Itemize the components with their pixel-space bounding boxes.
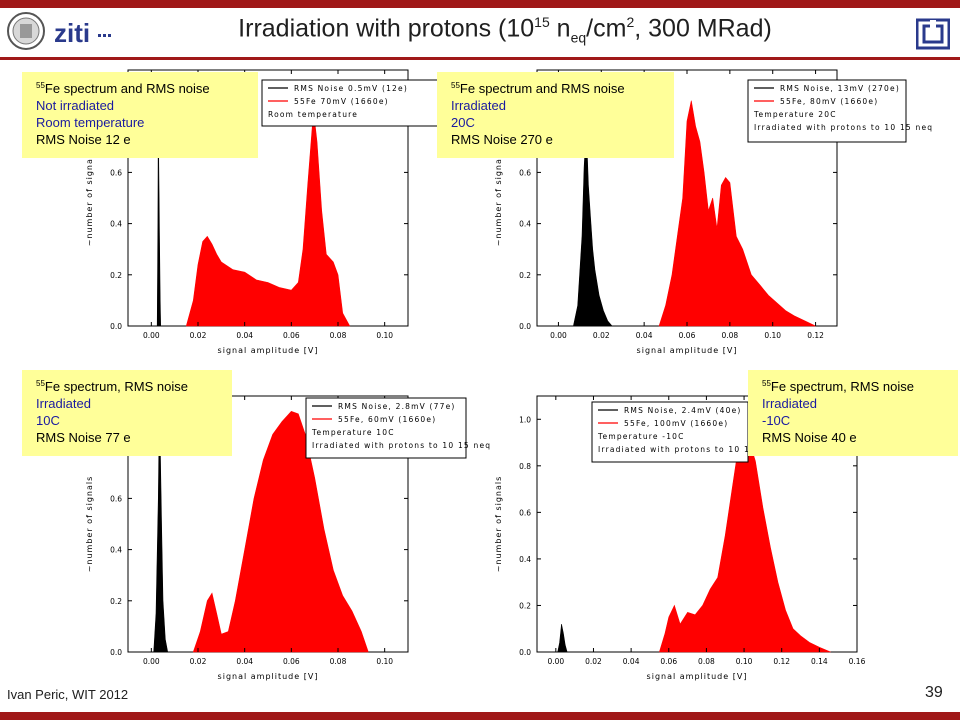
series-area-fe55 — [658, 100, 816, 327]
y-tick-label: 0.6 — [519, 508, 531, 517]
y-tick-label: 0.0 — [110, 648, 122, 657]
chart-4: 0.00 0.02 0.04 0.06 0.08 0.10 0.12 0.14 0.16 0.0 0… — [494, 395, 866, 681]
y-tick-label: 1.0 — [519, 415, 531, 424]
x-tick-label: 0.06 — [283, 657, 300, 666]
series-area-noise — [557, 624, 568, 653]
ziti-logo: ziti — [54, 18, 111, 48]
y-tick-label: 0.6 — [110, 168, 122, 177]
x-tick-label: 0.12 — [807, 331, 824, 340]
y-tick-label: 0.6 — [110, 494, 122, 503]
legend-entry: Irradiated with protons to 10 15 neq — [598, 445, 777, 454]
x-tick-label: 0.00 — [547, 657, 564, 666]
chart-1: 0.000.020.040.060.080.100.00.20.40.60.8s… — [85, 69, 463, 355]
note-not-irradiated: 55Fe spectrum and RMS noise Not irradiat… — [22, 72, 258, 158]
legend-entry: Irradiated with protons to 10 15 neq — [754, 123, 933, 132]
y-tick-label: 0.6 — [519, 168, 531, 177]
y-axis-label: ~number of signals — [85, 150, 94, 247]
legend-entry: RMS Noise, 2.4mV (40e) — [624, 406, 742, 415]
chart-2: 0.00 0.02 0.04 0.06 0.08 0.10 0.12 0.0 0.2 0.4 0.6… — [494, 69, 933, 355]
y-tick-label: 0.0 — [519, 648, 531, 657]
x-tick-label: 0.16 — [849, 657, 866, 666]
x-axis-label: signal amplitude [V] — [218, 672, 319, 681]
x-tick-label: 0.08 — [722, 331, 739, 340]
legend-box — [305, 397, 467, 459]
legend-entry: Room temperature — [268, 110, 358, 119]
x-tick-label: 0.02 — [585, 657, 602, 666]
x-tick-label: 0.06 — [283, 331, 300, 340]
x-tick-label: 0.02 — [593, 331, 610, 340]
y-tick-label: 0.2 — [110, 597, 122, 606]
y-tick-label: 0.8 — [519, 462, 531, 471]
x-tick-label: 0.10 — [376, 657, 393, 666]
note-irradiated-20c: 55Fe spectrum and RMS noise Irradiated 2… — [437, 72, 674, 158]
legend-entry: 55Fe 70mV (1660e) — [294, 97, 389, 106]
x-tick-label: 0.02 — [190, 331, 207, 340]
series-area-fe55 — [185, 120, 351, 327]
series-area-fe55 — [192, 411, 369, 653]
legend-entry: Irradiated with protons to 10 15 neq — [312, 441, 491, 450]
series-area-noise — [153, 395, 169, 653]
legend-entry: Temperature 10C — [311, 428, 395, 437]
y-axis-label: ~number of signals — [85, 476, 94, 573]
y-tick-label: 0.2 — [519, 601, 531, 610]
x-tick-label: 0.06 — [679, 331, 696, 340]
x-axis-label: signal amplitude [V] — [637, 346, 738, 355]
y-tick-label: 0.2 — [519, 271, 531, 280]
series-area-noise — [156, 108, 162, 327]
y-tick-label: 0.4 — [519, 555, 531, 564]
note-irradiated-10c: 55Fe spectrum, RMS noise Irradiated 10C … — [22, 370, 232, 456]
y-axis-label: ~number of signals — [494, 476, 503, 573]
x-tick-label: 0.00 — [143, 657, 160, 666]
y-tick-label: 0.2 — [110, 271, 122, 280]
y-tick-label: 0.4 — [519, 220, 531, 229]
footer-author: Ivan Peric, WIT 2012 — [7, 687, 129, 702]
bottom-accent-bar — [0, 712, 960, 720]
slide-title: Irradiation with protons (1015 neq/cm2, … — [238, 14, 772, 46]
legend-box — [261, 79, 463, 127]
chart-3: 0.000.020.040.060.080.100.00.20.40.60.8s… — [85, 395, 491, 681]
x-tick-label: 0.08 — [330, 331, 347, 340]
svg-text:ziti: ziti — [54, 18, 90, 48]
series-area-noise — [573, 126, 613, 327]
legend-entry: 55Fe, 60mV (1660e) — [338, 415, 436, 424]
x-tick-label: 0.02 — [190, 657, 207, 666]
x-tick-label: 0.10 — [736, 657, 753, 666]
legend-entry: RMS Noise, 2.8mV (77e) — [338, 402, 456, 411]
x-axis-label: signal amplitude [V] — [218, 346, 319, 355]
x-tick-label: 0.10 — [764, 331, 781, 340]
note-irradiated-minus10c: 55Fe spectrum, RMS noise Irradiated -10C… — [748, 370, 958, 456]
institute-logo — [916, 18, 950, 50]
x-axis-label: signal amplitude [V] — [647, 672, 748, 681]
y-tick-label: 0.0 — [519, 322, 531, 331]
top-accent-bar — [0, 0, 960, 8]
y-tick-label: 0.4 — [110, 546, 122, 555]
x-tick-label: 0.14 — [811, 657, 828, 666]
x-tick-label: 0.08 — [330, 657, 347, 666]
y-axis-label: ~number of signals — [494, 150, 503, 247]
page-number: 39 — [925, 684, 943, 701]
legend-entry: 55Fe, 100mV (1660e) — [624, 419, 728, 428]
legend-entry: Temperature 20C — [753, 110, 837, 119]
legend-entry: Temperature -10C — [597, 432, 685, 441]
legend-entry: 55Fe, 80mV (1660e) — [780, 97, 878, 106]
legend-entry: RMS Noise, 13mV (270e) — [780, 84, 900, 93]
legend-box — [747, 79, 907, 143]
x-tick-label: 0.04 — [236, 657, 253, 666]
title-underline — [0, 57, 960, 60]
y-tick-label: 0.0 — [110, 322, 122, 331]
y-tick-label: 0.4 — [110, 220, 122, 229]
x-tick-label: 0.08 — [698, 657, 715, 666]
university-seal-logo — [7, 12, 45, 50]
x-tick-label: 0.04 — [236, 331, 253, 340]
x-tick-label: 0.00 — [143, 331, 160, 340]
x-tick-label: 0.06 — [660, 657, 677, 666]
legend-entry: RMS Noise 0.5mV (12e) — [294, 84, 408, 93]
legend-box — [591, 401, 749, 463]
x-tick-label: 0.00 — [550, 331, 567, 340]
x-tick-label: 0.12 — [773, 657, 790, 666]
x-tick-label: 0.10 — [376, 331, 393, 340]
x-tick-label: 0.04 — [623, 657, 640, 666]
x-tick-label: 0.04 — [636, 331, 653, 340]
